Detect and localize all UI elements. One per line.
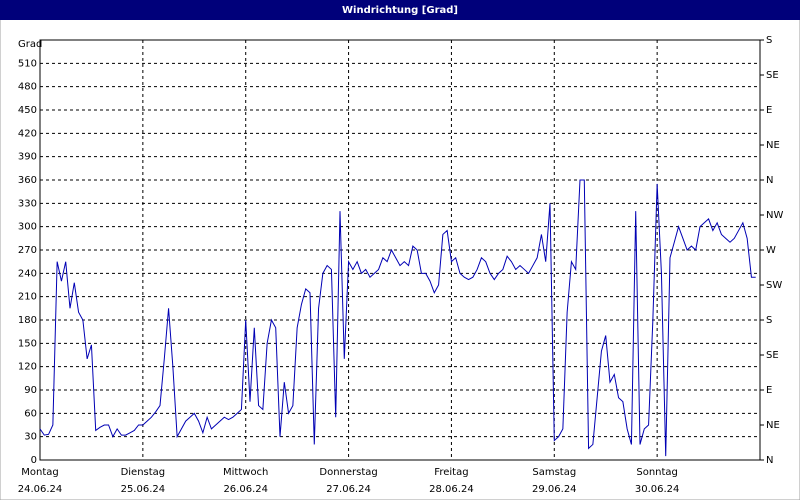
y-tick-label: 150 [18,338,37,349]
y2-tick-label: S [766,315,772,326]
y-tick-label: 510 [18,58,37,69]
x-tick-label: Sonntag [636,467,678,478]
y-tick-label: 450 [18,105,37,116]
y2-tick-label: NE [766,140,780,151]
y-tick-label: 180 [18,315,37,326]
y2-tick-label: SE [766,70,779,81]
x-tick-date: 25.06.24 [121,484,166,495]
x-tick-date: 28.06.24 [429,484,474,495]
y-tick-label: 270 [18,245,37,256]
y2-tick-label: NE [766,420,780,431]
wind-line [39,179,756,457]
y-tick-label: 60 [24,408,37,419]
y2-tick-label: SE [766,350,779,361]
x-tick-label: Mittwoch [223,467,268,478]
y-tick-label: 120 [18,362,37,373]
y-tick-label: 330 [18,198,37,209]
x-tick-date: 27.06.24 [326,484,371,495]
y-tick-label: 30 [24,432,37,443]
y2-tick-label: W [766,245,776,256]
y2-tick-label: N [766,175,773,186]
x-tick-date: 30.06.24 [635,484,680,495]
x-tick-date: 29.06.24 [532,484,577,495]
y-tick-label: 240 [18,268,37,279]
y2-tick-label: SW [766,280,782,291]
y2-tick-label: N [766,455,773,466]
y-tick-label: 0 [31,455,37,466]
x-tick-label: Montag [21,467,58,478]
y-tick-label: 210 [18,292,37,303]
y2-tick-label: S [766,35,772,46]
y2-tick-label: E [766,385,772,396]
y2-tick-label: NW [766,210,783,221]
x-tick-label: Freitag [434,467,468,478]
y-tick-label: 300 [18,222,37,233]
y-tick-label: 480 [18,82,37,93]
y-tick-label: 90 [24,385,37,396]
x-tick-label: Donnerstag [319,467,377,478]
y-tick-label: 420 [18,128,37,139]
chart-title: Windrichtung [Grad] [342,5,458,16]
y-tick-label: 390 [18,152,37,163]
y-tick-label: 360 [18,175,37,186]
y-axis-label: Grad [18,39,42,50]
x-tick-date: 24.06.24 [18,484,63,495]
x-tick-label: Dienstag [121,467,166,478]
y2-tick-label: E [766,105,772,116]
title-bar [0,0,800,20]
x-tick-date: 26.06.24 [223,484,268,495]
x-tick-label: Samstag [532,467,576,478]
